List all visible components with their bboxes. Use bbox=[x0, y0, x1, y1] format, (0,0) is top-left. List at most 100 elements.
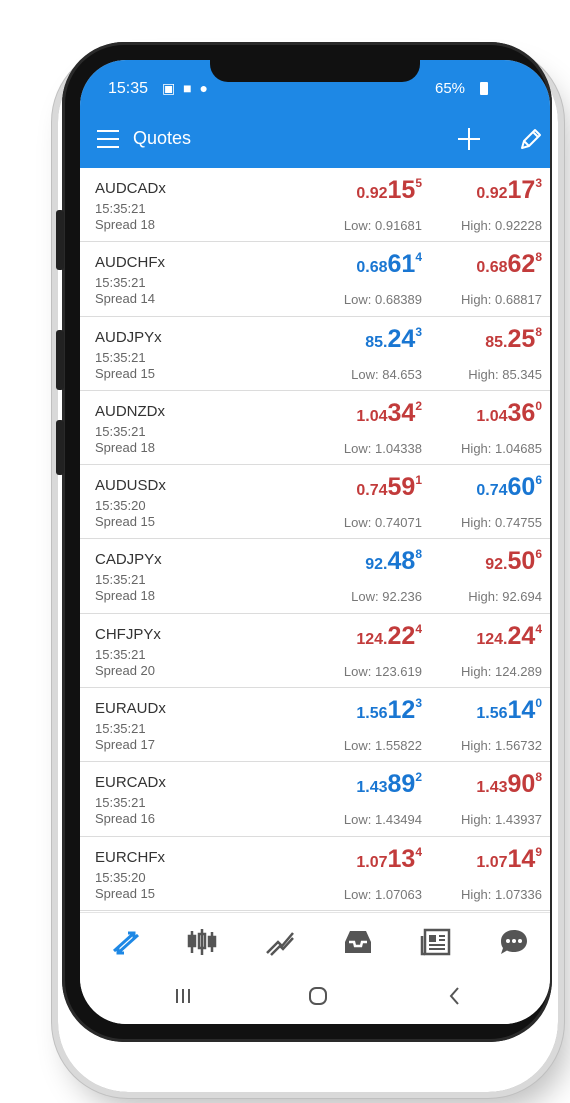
price-pips: 24 bbox=[507, 621, 536, 650]
price-prefix: 124. bbox=[356, 630, 388, 648]
quote-row[interactable]: EURAUDx 15:35:21 Spread 17 1.56123 1.56140 Lo… bbox=[80, 688, 550, 763]
price-prefix: 124. bbox=[476, 630, 508, 648]
quote-time: 15:35:20 bbox=[95, 498, 146, 514]
quote-row[interactable]: AUDCADx 15:35:21 Spread 18 0.92155 0.92173 Lo… bbox=[80, 168, 550, 243]
price-prefix: 1.04 bbox=[356, 407, 388, 425]
back-icon[interactable] bbox=[440, 982, 470, 1010]
spread-value: Spread 18 bbox=[95, 439, 155, 455]
quotes-arrows-icon[interactable] bbox=[110, 927, 142, 957]
hamburger-menu-icon[interactable] bbox=[97, 130, 119, 148]
price-pips: 89 bbox=[387, 770, 416, 799]
system-nav-bar bbox=[80, 970, 550, 1024]
price-fraction: 8 bbox=[535, 324, 542, 339]
power-button bbox=[56, 420, 64, 475]
quote-time: 15:35:20 bbox=[95, 869, 146, 885]
price-pips: 61 bbox=[387, 250, 416, 279]
low-price: Low: 1.07063 bbox=[343, 886, 422, 902]
spread-value: Spread 15 bbox=[95, 885, 155, 901]
spread-value: Spread 17 bbox=[95, 737, 155, 753]
symbol-name: AUDCHFx bbox=[95, 254, 165, 272]
bid-price: 92.488 bbox=[365, 547, 422, 576]
price-pips: 48 bbox=[387, 547, 416, 576]
high-price: High: 124.289 bbox=[461, 663, 542, 679]
volume-up-button bbox=[56, 210, 64, 270]
plus-icon[interactable] bbox=[456, 126, 482, 152]
price-prefix: 85. bbox=[365, 333, 388, 351]
price-prefix: 92. bbox=[365, 556, 388, 574]
quote-row[interactable]: EURCHFx 15:35:20 Spread 15 1.07134 1.07149 Lo… bbox=[80, 837, 550, 911]
quote-row[interactable]: CADJPYx 15:35:21 Spread 18 92.488 92.506 Low:… bbox=[80, 539, 550, 614]
price-prefix: 1.43 bbox=[476, 779, 508, 797]
price-prefix: 0.74 bbox=[356, 482, 388, 500]
price-fraction: 4 bbox=[415, 844, 422, 859]
phone-screen: 15:35 ▣ ■ ● 65% Quotes AUDCADx 15:35:21 Sp… bbox=[80, 60, 550, 1024]
ask-price: 85.258 bbox=[485, 325, 542, 354]
price-fraction: 8 bbox=[415, 547, 422, 562]
quote-row[interactable]: AUDNZDx 15:35:21 Spread 18 1.04342 1.04360 Lo… bbox=[80, 391, 550, 466]
recent-apps-icon[interactable] bbox=[168, 982, 198, 1010]
symbol-name: EURCHFx bbox=[95, 848, 165, 866]
price-fraction: 8 bbox=[535, 770, 542, 785]
price-prefix: 1.56 bbox=[476, 705, 508, 723]
quote-time: 15:35:21 bbox=[95, 349, 146, 365]
candlestick-chart-icon[interactable] bbox=[186, 927, 218, 957]
spread-value: Spread 20 bbox=[95, 662, 155, 678]
price-fraction: 3 bbox=[415, 696, 422, 711]
low-price: Low: 92.236 bbox=[351, 589, 422, 605]
price-pips: 14 bbox=[507, 696, 536, 725]
price-fraction: 6 bbox=[535, 473, 542, 488]
price-pips: 13 bbox=[387, 844, 416, 873]
price-fraction: 1 bbox=[415, 473, 422, 488]
quote-row[interactable]: AUDJPYx 15:35:21 Spread 15 85.243 85.258 Low:… bbox=[80, 317, 550, 391]
symbol-name: AUDUSDx bbox=[95, 477, 166, 495]
high-price: High: 1.04685 bbox=[461, 440, 542, 456]
volume-down-button bbox=[56, 330, 64, 390]
price-fraction: 3 bbox=[415, 324, 422, 339]
quote-row[interactable]: EURCADx 15:35:21 Spread 16 1.43892 1.43908 Lo… bbox=[80, 762, 550, 837]
bid-price: 124.224 bbox=[356, 622, 422, 651]
quote-row[interactable]: AUDUSDx 15:35:20 Spread 15 0.74591 0.74606 Lo… bbox=[80, 465, 550, 540]
bid-price: 1.43892 bbox=[356, 770, 422, 799]
price-pips: 60 bbox=[507, 473, 536, 502]
chat-bubble-icon[interactable] bbox=[498, 927, 530, 957]
bid-price: 85.243 bbox=[365, 325, 422, 354]
low-price: Low: 0.74071 bbox=[343, 515, 422, 531]
price-pips: 22 bbox=[387, 621, 416, 650]
low-price: Low: 1.43494 bbox=[343, 812, 422, 828]
home-icon[interactable] bbox=[303, 982, 333, 1010]
bid-price: 0.92155 bbox=[356, 176, 422, 205]
quote-time: 15:35:21 bbox=[95, 795, 146, 811]
ask-price: 124.244 bbox=[476, 622, 542, 651]
battery-icon bbox=[480, 82, 488, 95]
price-fraction: 5 bbox=[415, 176, 422, 190]
quote-row[interactable]: CHFJPYx 15:35:21 Spread 20 124.224 124.244 Lo… bbox=[80, 614, 550, 689]
quote-time: 15:35:21 bbox=[95, 201, 146, 216]
ask-price: 0.92173 bbox=[476, 176, 542, 205]
price-fraction: 9 bbox=[535, 844, 542, 859]
price-fraction: 3 bbox=[535, 176, 542, 190]
low-price: Low: 0.91681 bbox=[343, 218, 422, 233]
spread-value: Spread 18 bbox=[95, 217, 155, 232]
price-pips: 12 bbox=[387, 696, 416, 725]
low-price: Low: 123.619 bbox=[343, 663, 422, 679]
low-price: Low: 1.04338 bbox=[343, 440, 422, 456]
price-pips: 59 bbox=[387, 473, 416, 502]
bottom-tab-bar bbox=[80, 912, 550, 971]
low-price: Low: 0.68389 bbox=[343, 292, 422, 308]
ask-price: 1.56140 bbox=[476, 696, 542, 725]
price-fraction: 0 bbox=[535, 696, 542, 711]
price-fraction: 4 bbox=[415, 250, 422, 265]
ask-price: 0.68628 bbox=[476, 250, 542, 279]
price-pips: 24 bbox=[387, 324, 416, 353]
pencil-icon[interactable] bbox=[518, 126, 544, 152]
price-pips: 25 bbox=[507, 324, 536, 353]
price-fraction: 4 bbox=[535, 621, 542, 636]
spread-value: Spread 18 bbox=[95, 588, 155, 604]
quote-row[interactable]: AUDCHFx 15:35:21 Spread 14 0.68614 0.68628 Lo… bbox=[80, 242, 550, 317]
trade-lines-icon[interactable] bbox=[264, 927, 296, 957]
news-icon[interactable] bbox=[420, 927, 452, 957]
inbox-tray-icon[interactable] bbox=[342, 927, 374, 957]
price-prefix: 92. bbox=[485, 556, 508, 574]
symbol-name: CADJPYx bbox=[95, 551, 162, 569]
price-prefix: 0.68 bbox=[356, 259, 388, 277]
